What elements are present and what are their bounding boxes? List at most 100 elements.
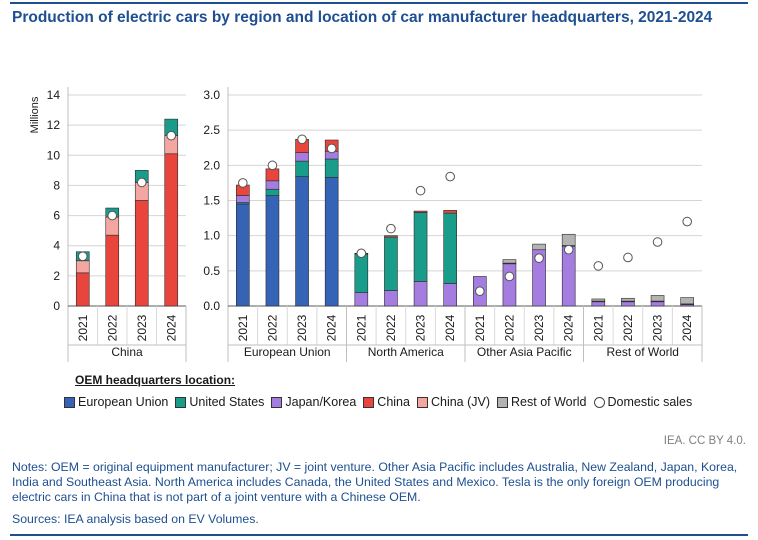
bar-segment [650,295,665,302]
legend-item: Domestic sales [593,395,693,409]
credit-line: IEA. CC BY 4.0. [663,435,746,447]
legend-label: United States [189,395,265,409]
x-tick-label: 2023 [295,314,309,341]
legend-label: Japan/Korea [285,395,357,409]
x-tick-label: 2021 [354,314,368,341]
x-tick-label: 2021 [76,314,90,341]
legend-swatch [497,396,509,408]
x-tick-label: 2022 [621,314,635,341]
bar-segment [324,176,339,307]
bar-segment [354,253,369,293]
domestic-sales-marker [166,130,177,141]
y-tick-label: 2 [53,269,60,283]
legend-swatch [175,396,187,408]
x-tick-label: 2021 [473,314,487,341]
domestic-sales-marker [623,252,633,263]
bar-segment [443,283,457,307]
legend-item: Rest of World [497,395,587,409]
legend-label: Domestic sales [607,395,693,409]
y-tick-label: 1.5 [203,194,220,208]
y-tick-label: 2.5 [203,123,220,137]
bar-segment [443,212,457,284]
bar-segment [591,298,606,302]
legend-title: OEM headquarters location: [75,373,236,387]
x-tick-label: 2024 [164,314,178,341]
bar-segment [164,153,179,307]
x-tick-label: 2022 [105,314,119,341]
bar-segment [134,200,149,307]
bar-segment [105,234,120,307]
y-tick-label: 6 [53,209,60,223]
top-rule [10,2,748,4]
bar-segment [591,301,606,307]
legend-label: European Union [78,395,169,409]
domestic-sales-marker [682,216,692,227]
region-label: North America [368,345,444,359]
legend-label: China (JV) [430,395,491,409]
domestic-sales-marker [326,143,337,154]
domestic-sales-marker [475,286,485,297]
domestic-sales-marker [107,210,118,221]
y-tick-label: 2.0 [203,158,220,172]
bar-segment [75,272,90,307]
x-tick-label: 2024 [325,314,339,341]
bar-segment [384,290,398,307]
bar-segment [265,188,280,196]
bar-segment [354,292,369,307]
domestic-sales-marker [386,223,396,234]
bar-segment [650,301,665,307]
bar-segment [413,281,428,307]
domestic-sales-marker [297,134,307,145]
bar-segment [621,301,635,307]
bar-segment [295,176,309,307]
y-tick-label: 0 [53,299,60,313]
bar-segment [561,245,576,307]
bar-segment [443,210,457,214]
bar-segment [295,160,309,177]
domestic-sales-marker [267,160,278,171]
legend-item: United States [175,395,264,409]
x-tick-label: 2022 [502,314,516,341]
bar-segment [295,152,309,162]
region-label: Other Asia Pacific [477,345,572,359]
region-label: China [111,345,143,359]
bar-segment [265,168,280,182]
y-tick-label: 14 [47,88,61,102]
domestic-sales-marker [415,185,426,196]
x-tick-label: 2023 [532,314,546,341]
bar-segment [236,195,250,203]
legend-item: China (JV) [416,395,491,409]
y-axis-label: Millions [29,96,41,133]
domestic-sales-marker [534,253,544,263]
legend-item: China [363,395,410,409]
domestic-sales-marker [593,261,604,271]
domestic-sales-marker [504,271,515,282]
legend-item: Japan/Korea [271,395,356,409]
legend-item: European Union [64,395,168,409]
legend: European Union United States Japan/Korea Ch… [64,395,692,409]
y-tick-label: 1.0 [203,229,220,243]
x-tick-label: 2024 [443,314,457,341]
domestic-sales-marker [445,171,455,182]
domestic-sales-marker [77,251,88,262]
domestic-sales-marker [356,248,367,259]
bar-segment [532,243,546,251]
bar-segment [413,212,428,282]
bar-segment [324,158,339,178]
chart-title: Production of electric cars by region an… [12,9,713,26]
y-tick-label: 12 [47,118,61,132]
bottom-rule [10,534,748,536]
domestic-sales-marker [652,237,663,247]
legend-swatch [271,396,283,408]
sources: Sources: IEA analysis based on EV Volume… [12,512,259,526]
legend-swatch [416,396,428,408]
bar-segment [384,235,398,238]
region-label: European Union [244,345,331,359]
y-tick-label: 3.0 [203,88,220,102]
domestic-sales-marker [136,177,147,188]
x-tick-label: 2023 [414,314,428,341]
bar-segment [561,233,576,246]
x-tick-label: 2024 [562,314,576,341]
bar-segment [502,259,517,264]
bar-segment [413,210,428,213]
